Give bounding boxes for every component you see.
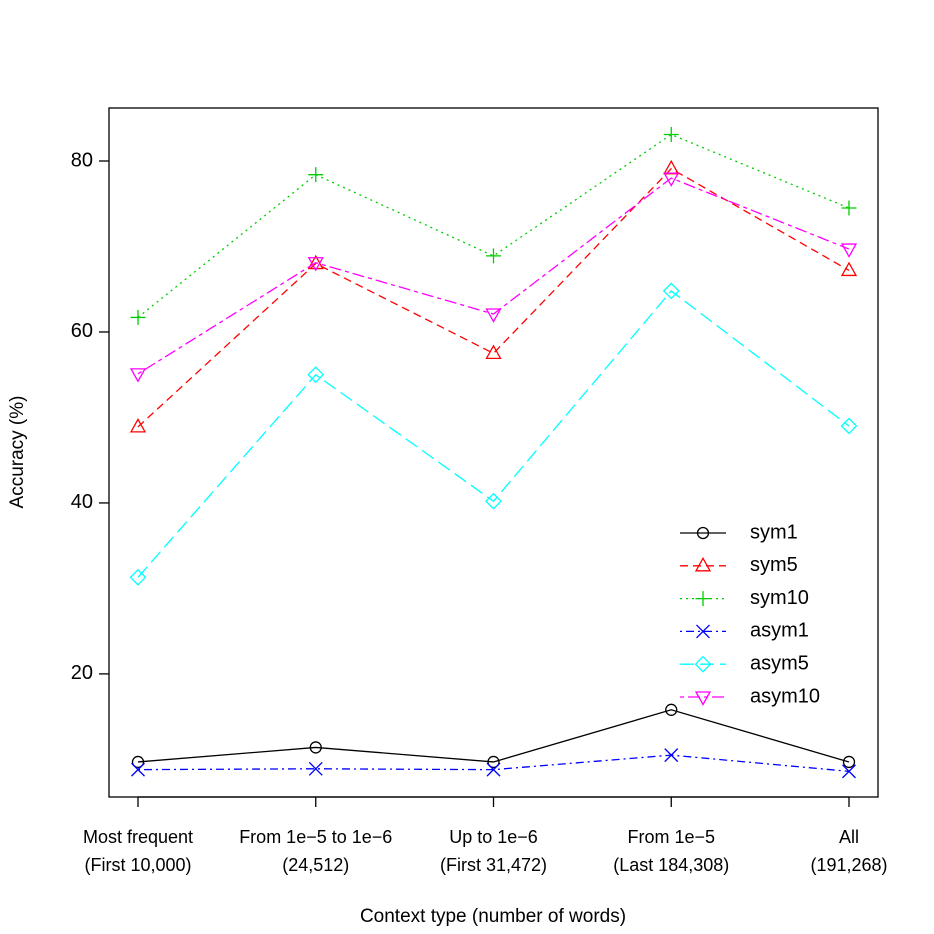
series-line <box>137 133 850 318</box>
marker <box>485 308 502 323</box>
x-tick-label: (Last 184,308) <box>613 855 729 875</box>
legend-label: asym10 <box>750 685 820 707</box>
marker <box>664 748 679 763</box>
marker <box>485 344 502 359</box>
legend-marker <box>694 556 712 572</box>
marker <box>129 368 147 383</box>
legend-marker <box>696 624 710 639</box>
marker <box>486 762 501 777</box>
marker <box>307 254 324 270</box>
marker <box>840 417 858 435</box>
legend-label: asym5 <box>750 652 809 674</box>
series-line <box>137 167 850 428</box>
marker <box>842 755 856 769</box>
marker <box>485 492 502 510</box>
marker <box>841 200 857 216</box>
x-tick-label: (191,268) <box>810 855 887 875</box>
marker <box>307 366 325 384</box>
x-tick-label: From 1e−5 <box>627 827 715 847</box>
y-tick-label: 80 <box>71 149 93 171</box>
marker <box>840 243 858 258</box>
marker <box>662 282 680 300</box>
y-tick-label: 40 <box>71 491 93 513</box>
legend-marker <box>696 526 710 540</box>
y-axis-title: Accuracy (%) <box>7 396 28 509</box>
marker <box>130 309 146 325</box>
marker <box>308 761 323 776</box>
marker <box>309 741 322 754</box>
legend-marker <box>695 591 711 607</box>
x-tick-label: All <box>839 827 859 847</box>
legend-label: sym10 <box>750 587 809 609</box>
marker <box>307 257 324 272</box>
marker <box>129 568 147 586</box>
x-tick-label: Most frequent <box>83 827 193 847</box>
x-tick-label: (First 31,472) <box>440 855 547 875</box>
marker <box>486 248 501 264</box>
marker <box>663 127 679 142</box>
legend-label: asym1 <box>750 620 809 642</box>
x-axis-title: Context type (number of words) <box>360 906 626 927</box>
marker <box>129 418 147 433</box>
legend-marker <box>694 655 712 673</box>
series-line <box>137 709 850 763</box>
x-tick-label: (First 10,000) <box>84 855 191 875</box>
series-line <box>137 290 850 578</box>
legend-marker <box>694 691 712 706</box>
y-tick-label: 20 <box>71 662 93 684</box>
series-line <box>137 177 850 375</box>
marker <box>663 172 680 187</box>
marker <box>308 167 324 183</box>
marker <box>665 703 678 716</box>
x-tick-label: From 1e−5 to 1e−6 <box>239 827 392 847</box>
marker <box>842 764 856 779</box>
x-tick-label: (24,512) <box>282 855 349 875</box>
marker <box>840 261 858 277</box>
x-tick-label: Up to 1e−6 <box>449 827 538 847</box>
marker <box>131 755 145 769</box>
marker <box>487 755 500 769</box>
y-tick-label: 60 <box>71 320 93 342</box>
legend-label: sym5 <box>750 554 798 576</box>
marker <box>131 762 145 777</box>
legend-label: sym1 <box>750 521 798 543</box>
